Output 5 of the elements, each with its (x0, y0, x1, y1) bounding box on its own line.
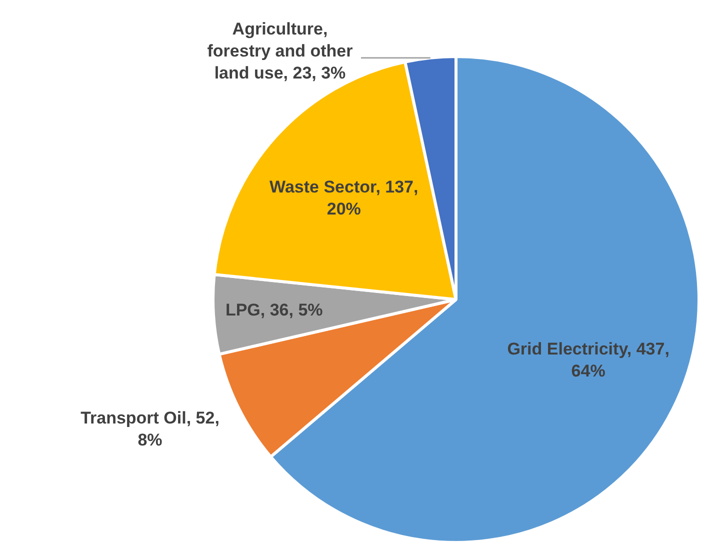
slice-label: Transport Oil, 52, 8% (80, 408, 220, 450)
slice-label: LPG, 36, 5% (225, 300, 323, 320)
slice-label: Agriculture, forestry and other land use, 23, 3% (207, 20, 354, 83)
slice-label: Waste Sector, 137, 20% (270, 178, 418, 219)
slice-label: Grid Electricity, 437, 64% (507, 339, 670, 380)
